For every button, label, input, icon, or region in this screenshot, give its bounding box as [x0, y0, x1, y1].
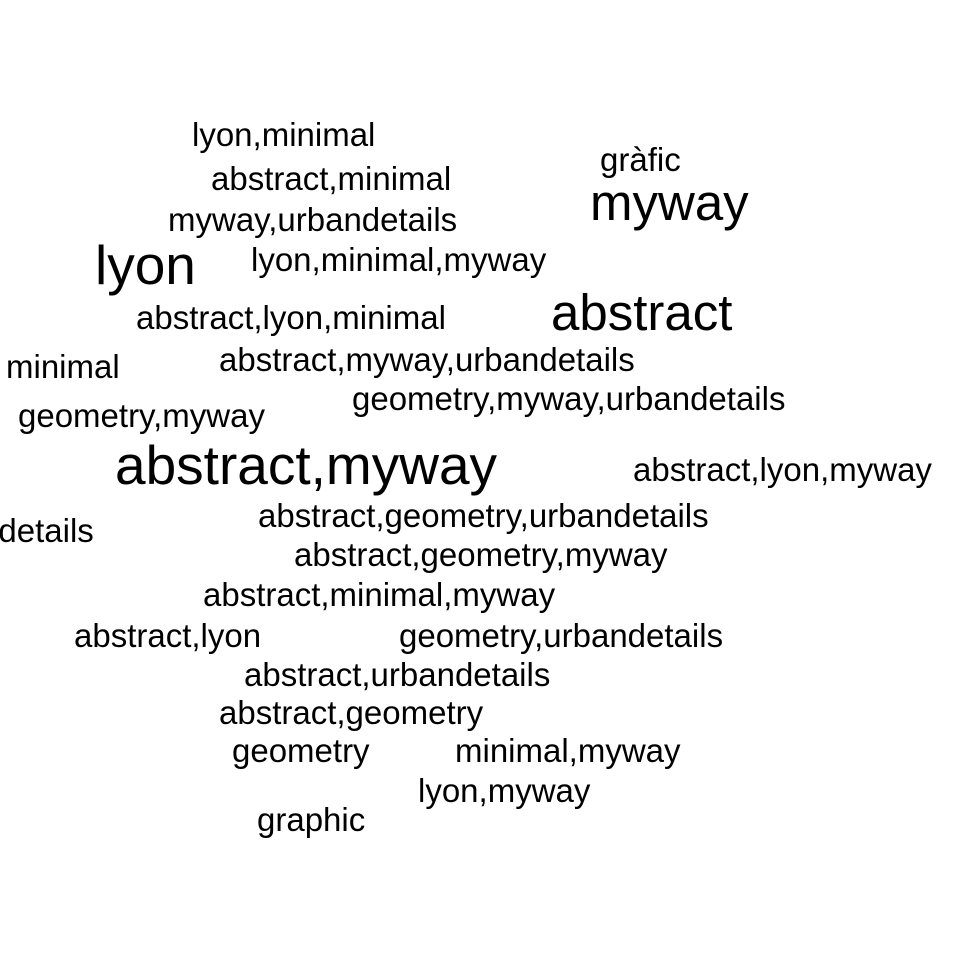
word-lyon: lyon [95, 234, 196, 296]
word-geometry-myway: geometry,myway [18, 397, 265, 434]
word-lyon-minimal: lyon,minimal [192, 116, 376, 153]
word-myway: myway [590, 174, 749, 231]
word-abstract-geometry-urbandetails: abstract,geometry,urbandetails [258, 497, 709, 534]
word-myway-urbandetails: myway,urbandetails [168, 201, 458, 238]
word-grafic: gràfic [600, 141, 681, 178]
word-geometry: geometry [232, 732, 370, 769]
word-abstract-myway: abstract,myway [115, 434, 498, 496]
word-abstract-minimal-myway: abstract,minimal,myway [203, 576, 556, 613]
word-urbandetails: urbandetails [0, 512, 94, 549]
word-geometry-myway-urbandetails: geometry,myway,urbandetails [352, 380, 786, 417]
word-graphic: graphic [257, 801, 366, 838]
word-abstract-lyon: abstract,lyon [74, 617, 262, 654]
word-abstract-myway-urbandetails: abstract,myway,urbandetails [219, 341, 635, 378]
word-abstract: abstract [551, 284, 733, 341]
word-abstract-lyon-myway: abstract,lyon,myway [633, 451, 932, 488]
word-abstract-lyon-minimal: abstract,lyon,minimal [136, 299, 446, 336]
word-minimal-myway: minimal,myway [455, 732, 681, 769]
word-abstract-urbandetails: abstract,urbandetails [244, 656, 551, 693]
word-lyon-minimal-myway: lyon,minimal,myway [251, 241, 547, 278]
word-lyon-myway: lyon,myway [418, 772, 591, 809]
word-geometry-urbandetails: geometry,urbandetails [399, 617, 724, 654]
word-minimal: minimal [6, 348, 120, 385]
word-abstract-geometry-myway: abstract,geometry,myway [294, 536, 668, 573]
word-abstract-minimal: abstract,minimal [211, 160, 452, 197]
word-abstract-geometry: abstract,geometry [219, 694, 484, 731]
